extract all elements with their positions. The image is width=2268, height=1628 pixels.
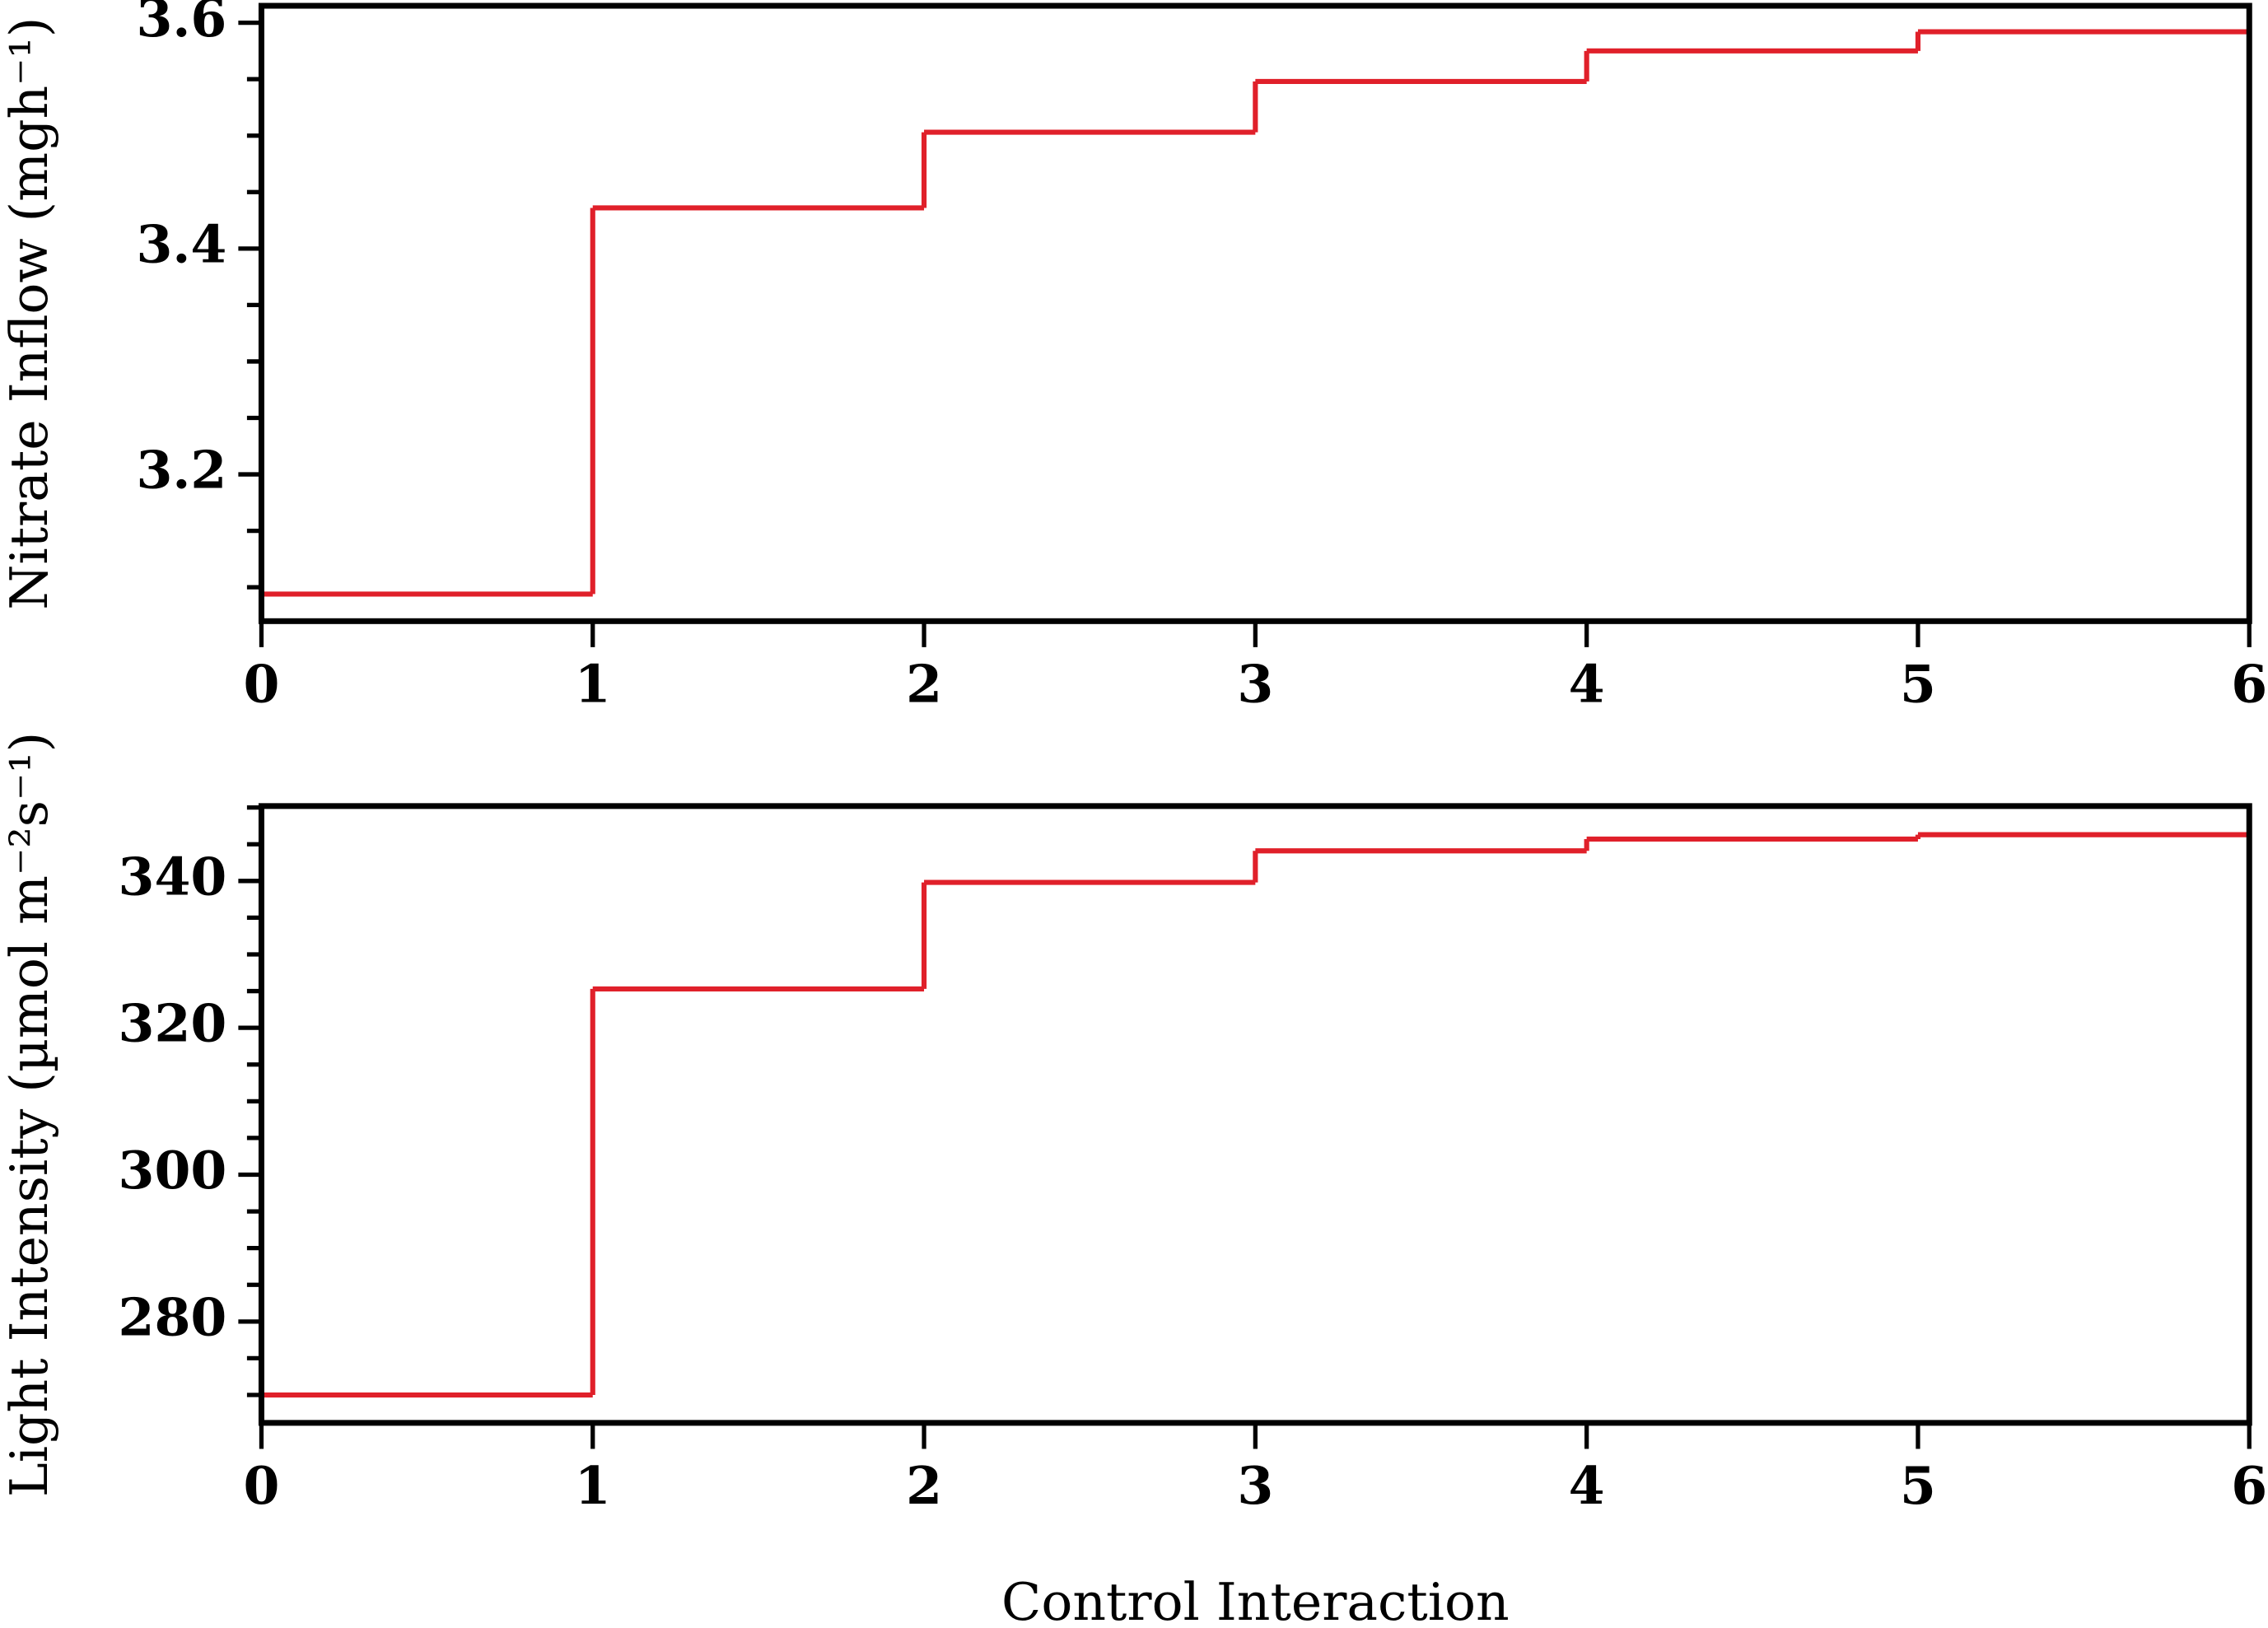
x-tick-label: 2 bbox=[906, 1455, 942, 1516]
axes-frame bbox=[258, 2, 2252, 624]
x-tick-label: 5 bbox=[1900, 654, 1936, 715]
x-tick-label: 0 bbox=[243, 1455, 279, 1516]
x-tick-label: 4 bbox=[1569, 1455, 1605, 1516]
y-axis-label: Nitrate Inflow (mgh⁻¹) bbox=[0, 17, 59, 610]
x-tick-label: 6 bbox=[2231, 1455, 2267, 1516]
y-tick-label: 340 bbox=[119, 846, 227, 907]
x-tick-label: 1 bbox=[575, 654, 611, 715]
y-tick-label: 3.6 bbox=[136, 0, 226, 49]
y-tick-label: 280 bbox=[119, 1286, 227, 1347]
x-tick-label: 3 bbox=[1237, 654, 1273, 715]
x-tick-label: 0 bbox=[243, 654, 279, 715]
y-tick-label: 300 bbox=[119, 1140, 227, 1201]
x-tick-label: 2 bbox=[906, 654, 942, 715]
y-axis-label: Light Intensity (µmol m⁻²s⁻¹) bbox=[0, 732, 59, 1497]
x-tick-label: 5 bbox=[1900, 1455, 1936, 1516]
x-tick-label: 1 bbox=[575, 1455, 611, 1516]
x-axis-label: Control Interaction bbox=[1001, 1571, 1510, 1628]
y-tick-label: 3.2 bbox=[136, 440, 226, 501]
x-tick-label: 6 bbox=[2231, 654, 2267, 715]
x-tick-label: 3 bbox=[1237, 1455, 1273, 1516]
axes-frame bbox=[258, 803, 2252, 1426]
y-tick-label: 3.4 bbox=[136, 213, 226, 274]
x-tick-label: 4 bbox=[1569, 654, 1605, 715]
y-tick-label: 320 bbox=[119, 993, 227, 1054]
